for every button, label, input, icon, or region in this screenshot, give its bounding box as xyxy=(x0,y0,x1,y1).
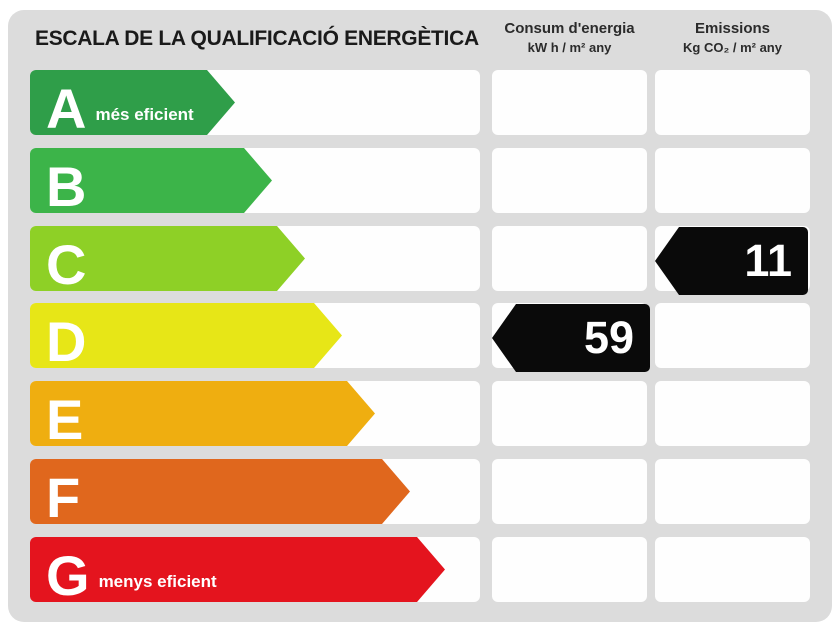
emissions-cell-e xyxy=(655,381,810,446)
scale-row-f: F xyxy=(8,459,832,524)
emissions-cell-b xyxy=(655,148,810,213)
rating-arrow-f: F xyxy=(30,459,410,524)
consum-cell-e xyxy=(492,381,647,446)
consum-cell-f xyxy=(492,459,647,524)
rating-letter-a: A xyxy=(46,76,86,140)
rating-arrow-d: D xyxy=(30,303,342,368)
column-header-emissions: Emissions Kg CO₂ / m² any xyxy=(655,19,810,57)
page-title: ESCALA DE LA QUALIFICACIÓ ENERGÈTICA xyxy=(35,27,479,50)
rating-arrow-b: B xyxy=(30,148,272,213)
scale-row-b: B xyxy=(8,148,832,213)
rating-arrow-c: C xyxy=(30,226,305,291)
emissions-value-arrow: 11 xyxy=(655,227,808,295)
energy-scale-panel: ESCALA DE LA QUALIFICACIÓ ENERGÈTICA Con… xyxy=(8,10,832,622)
consum-cell-a xyxy=(492,70,647,135)
consum-cell-b xyxy=(492,148,647,213)
column-header-emissions-title: Emissions xyxy=(694,20,771,37)
column-header-emissions-units: Kg CO₂ / m² any xyxy=(683,40,782,56)
rating-arrow-g: G menys eficient xyxy=(30,537,445,602)
rating-arrow-e: E xyxy=(30,381,375,446)
rating-letter-f: F xyxy=(46,465,80,529)
consum-cell-c xyxy=(492,226,647,291)
rating-note-most-efficient: més eficient xyxy=(95,105,194,124)
column-header-consum-title: Consum d'energia xyxy=(504,20,635,37)
scale-row-d: D 59 xyxy=(8,303,832,372)
rating-letter-b: B xyxy=(46,154,86,218)
scale-row-e: E xyxy=(8,381,832,446)
rating-letter-d: D xyxy=(46,309,86,373)
emissions-cell-d xyxy=(655,303,810,368)
rating-letter-g: G xyxy=(46,543,89,607)
emissions-value: 11 xyxy=(744,235,792,286)
consum-value: 59 xyxy=(583,312,634,363)
column-header-consum: Consum d'energia kW h / m² any xyxy=(492,19,647,57)
scale-row-c: C 11 xyxy=(8,226,832,295)
rating-note-least-efficient: menys eficient xyxy=(98,572,217,591)
consum-value-arrow: 59 xyxy=(492,304,650,372)
scale-row-a: A més eficient xyxy=(8,70,832,135)
emissions-cell-g xyxy=(655,537,810,602)
rating-letter-c: C xyxy=(46,232,86,296)
column-header-consum-units: kW h / m² any xyxy=(527,40,612,56)
rating-arrow-a: A més eficient xyxy=(30,70,235,135)
emissions-cell-f xyxy=(655,459,810,524)
scale-row-g: G menys eficient xyxy=(8,537,832,602)
emissions-cell-a xyxy=(655,70,810,135)
consum-cell-g xyxy=(492,537,647,602)
rating-letter-e: E xyxy=(46,387,83,451)
